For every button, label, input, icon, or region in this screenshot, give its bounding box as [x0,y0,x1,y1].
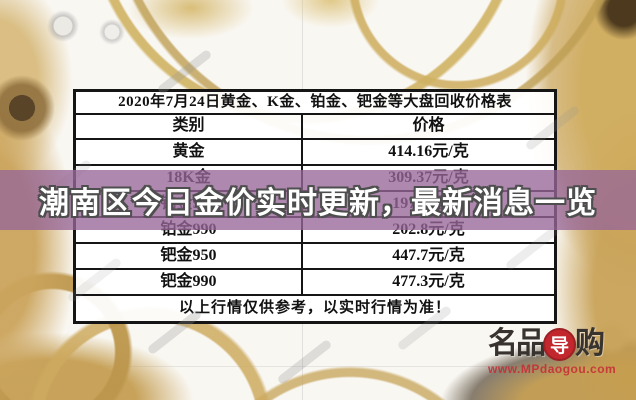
row-label: 钯金990 [76,270,303,294]
site-watermark-logo: 名品 导 购 www.MPdaogou.com [488,327,630,376]
row-price: 447.7元/克 [392,247,465,264]
column-header-price: 价格 [412,117,445,134]
headline-text: 潮南区今日金价实时更新，最新消息一览 [39,187,597,220]
column-header-category: 类别 [76,115,303,138]
row-label: 钯金950 [76,244,303,268]
table-title: 2020年7月24日黄金、K金、铂金、钯金等大盘回收价格表 [76,92,554,115]
row-price: 477.3元/克 [392,273,465,290]
row-price: 414.16元/克 [388,143,469,160]
table-footer-row: 以上行情仅供参考，以实时行情为准！ [76,296,554,321]
table-header-row: 类别 价格 [76,115,554,140]
table-row: 钯金950 447.7元/克 [76,244,554,270]
logo-circle-icon: 导 [543,327,576,361]
row-label: 黄金 [76,140,303,164]
table-row: 黄金 414.16元/克 [76,140,554,166]
table-disclaimer: 以上行情仅供参考，以实时行情为准！ [178,300,451,316]
logo-wordmark: 名品 导 购 [488,327,630,361]
logo-url: www.MPdaogou.com [488,362,617,376]
logo-circle-char: 导 [549,335,569,357]
logo-text-left: 名品 [488,327,546,360]
headline-banner: 潮南区今日金价实时更新，最新消息一览 [0,170,636,230]
table-row: 钯金990 477.3元/克 [76,270,554,296]
logo-text-right: 购 [575,327,605,360]
